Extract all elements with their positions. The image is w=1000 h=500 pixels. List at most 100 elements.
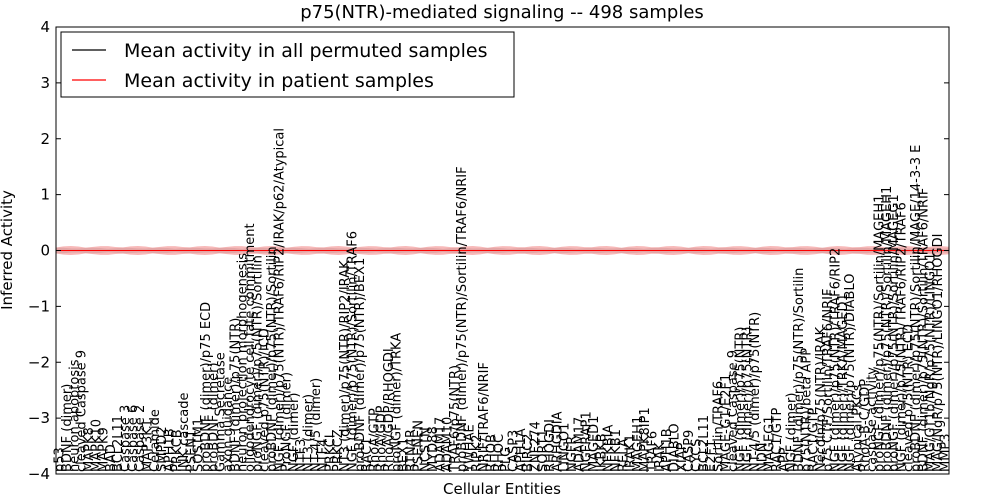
category-label: RHOC <box>492 434 507 472</box>
category-label: NGF (dimer)/p75(NTR)/Sortilin/TRAF6 <box>345 231 360 472</box>
category-label: MAGED1 <box>587 416 602 472</box>
category-label: proBDNF (dimer)/p75(NTR)/Sortilin/MAGEH1 <box>880 186 895 472</box>
y-tick-label: 4 <box>40 18 50 36</box>
category-label: ADAM17 <box>433 417 448 472</box>
y-tick-label: −3 <box>28 409 50 427</box>
legend-box <box>60 31 515 98</box>
category-label: oligodendrocyte cell fate commitment <box>243 223 258 472</box>
category-label: E2F1 <box>704 440 719 472</box>
category-label: axon guidance <box>221 377 236 472</box>
category-label: NT3 (dimer) <box>302 394 317 472</box>
category-label: RAC1 <box>360 437 375 472</box>
category-label: RAC1/GTP <box>807 408 822 472</box>
category-label: NTF3 <box>294 439 309 472</box>
category-label: PRKCZ <box>331 429 346 472</box>
category-label: BDNF (dimer)/p75(NTR) <box>228 318 243 472</box>
category-label: proNGF (dimer)/TRKA <box>389 333 404 472</box>
category-label: cleaved Caspase 9 <box>75 350 90 472</box>
category-label: IRAK <box>653 442 668 472</box>
y-tick-label: 2 <box>40 130 50 148</box>
category-label: proBDNF (dimer)/p75(NTR)/BEX1 <box>353 258 368 472</box>
category-label: proBDNF (dimer)/p75(NTR)/Sortilin/TRAF6/… <box>455 166 470 472</box>
category-label: proNGF (dimer)/p75(NTR)/Sortilin <box>250 255 265 472</box>
x-axis-label: Cellular Entities <box>443 480 561 498</box>
category-label: SQSTM1 <box>192 418 207 472</box>
category-label: PLG <box>499 447 514 472</box>
y-tick-label: −1 <box>28 297 50 315</box>
category-label: NRIF/TRAF6/NRIF <box>477 362 492 472</box>
category-label: NGF (dimer)/p75(NTR) <box>741 327 756 472</box>
category-label: NT-4/5 (dimer)/p75(NTR) <box>748 312 763 472</box>
category-label: Atypical PKCs <box>851 384 866 472</box>
category-label: MAG/NgR/p75(NTR)/LINGO1/RHOGDI <box>931 234 946 472</box>
category-label: ZNF274 <box>528 421 543 472</box>
category-label: MAPK8 <box>82 427 97 472</box>
plot-area <box>56 246 949 255</box>
category-label: BAD <box>104 444 119 472</box>
category-label: proBDNF (dimer)/p75 ECD <box>199 302 214 472</box>
y-tick-label: 3 <box>40 74 50 92</box>
category-label: SMPD2 <box>155 426 170 472</box>
category-label: NGFR <box>565 436 580 472</box>
category-label: MAP3K1 <box>140 419 155 472</box>
category-label: cleaved Caspase 9 <box>726 350 741 472</box>
category-label: NTF4 <box>316 439 331 472</box>
category-label: LINGO1 <box>558 423 573 472</box>
category-label: Sortilin/TRAF6 <box>711 381 726 472</box>
category-label: NT3 (dimer)/p75(NTR)/RIP2/IRAK <box>338 260 353 472</box>
category-label: SORT1 <box>536 429 551 472</box>
y-axis-label: Inferred Activity <box>0 190 16 310</box>
category-label: Gamma Secretase <box>214 352 229 472</box>
category-label: MMP3 <box>938 433 953 472</box>
category-label: BDNF (dimer)/p75(NTR)/Sortilin/TRAF6/NRI… <box>916 188 931 472</box>
category-label: RAC1/GTP <box>770 408 785 472</box>
category-label: IRAK1 <box>624 434 639 472</box>
category-label: NFKBIA <box>602 425 617 472</box>
category-label: MAGEH1 <box>631 416 646 472</box>
category-label: MYD88 <box>426 426 441 472</box>
category-label: RhoA/GTP <box>367 408 382 472</box>
category-label: Necdin/p75(NTR)/IRAK <box>814 326 829 472</box>
category-label: proNGF (dimer)/p75(NTR)/Sortilin/MAGEH1 <box>872 195 887 472</box>
category-label: MAPK8IP1 <box>638 407 653 472</box>
category-label: NGF (dimer) <box>785 393 800 472</box>
category-label: NCSTN <box>419 427 434 472</box>
category-label: ADAM17 <box>572 417 587 472</box>
category-label: NGFRAP1 <box>580 411 595 472</box>
category-label: NGF (dimer)/p75(NTR) <box>733 327 748 472</box>
category-label: cleaved p75(NTR)/ICD <box>258 328 273 472</box>
category-label: PRKCI <box>323 434 338 472</box>
category-label: NGF (dimer)/p75(NTR)/TRAF6/RIP2/IRAK/p62… <box>272 128 287 472</box>
category-label: p75 CTF/Sortilin/TRAF6/NRIF <box>821 289 836 472</box>
category-label: NT-4/5 (dimer) <box>309 378 324 472</box>
legend-label-permuted: Mean activity in all permuted samples <box>124 40 487 62</box>
category-label: RHOGDI <box>543 419 558 472</box>
category-label: BCL2L11 <box>111 415 126 472</box>
category-label: APH1B <box>660 428 675 472</box>
category-label: DIABLO <box>668 423 683 472</box>
category-label: RIPK2 <box>470 434 485 472</box>
category-label: YWHAE <box>463 424 478 473</box>
category-label: NGF (dimer)/p75(NTR)/DIABLO <box>843 274 858 473</box>
legend: Mean activity in all permuted samples Me… <box>60 31 515 98</box>
y-tick-label: −2 <box>28 353 50 371</box>
category-label: RTN4R <box>404 429 419 472</box>
category-label: MAPK10 <box>89 419 104 472</box>
category-label: proBDNF (dimer)/p75(NTR)/Sortilin <box>265 246 280 472</box>
category-label: NDN <box>755 443 770 472</box>
category-label: BIRC2 <box>521 434 536 473</box>
category-label: CASP9 <box>682 430 697 472</box>
category-label: RELA <box>616 438 631 472</box>
y-axis-ticks: −4 −3 −2 −1 0 1 2 3 4 <box>28 18 949 483</box>
category-label: APH1A <box>514 428 529 472</box>
category-label: BEX1 <box>397 438 412 472</box>
chart-title: p75(NTR)-mediated signaling -- 498 sampl… <box>300 2 704 23</box>
category-label: TRAF6 <box>646 431 661 473</box>
category-label: NFKB1 <box>609 429 624 472</box>
category-label: p75(NTR)/beta APP <box>799 348 814 472</box>
category-label: ADAM10 <box>441 417 456 472</box>
y-tick-label: −4 <box>28 465 50 483</box>
category-label: ARHGDIA <box>550 411 565 472</box>
